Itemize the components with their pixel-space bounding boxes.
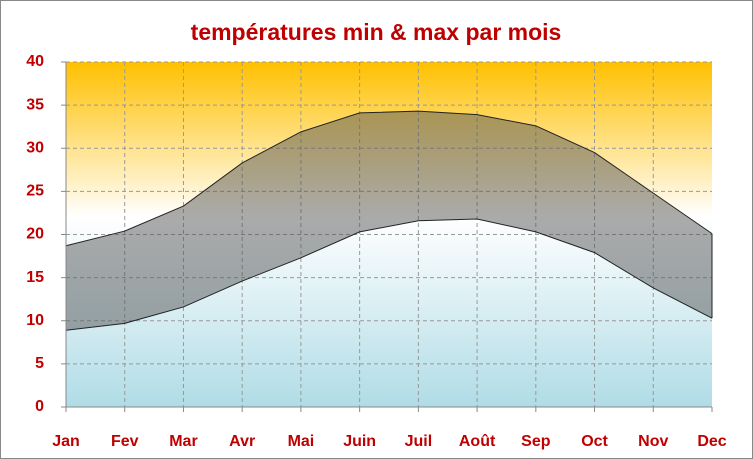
y-tick-label: 10 xyxy=(26,312,44,329)
x-tick-label: Nov xyxy=(638,433,668,450)
x-tick-label: Juil xyxy=(405,433,433,450)
x-tick-label: Oct xyxy=(581,433,608,450)
y-tick-label: 35 xyxy=(26,96,44,113)
x-tick-label: Avr xyxy=(229,433,255,450)
x-tick-label: Juin xyxy=(343,433,376,450)
x-tick-label: Mai xyxy=(288,433,315,450)
y-tick-label: 5 xyxy=(35,355,44,372)
x-tick-label: Août xyxy=(459,433,496,450)
chart-title: températures min & max par mois xyxy=(191,19,562,45)
y-tick-label: 40 xyxy=(26,53,44,70)
y-tick-label: 30 xyxy=(26,139,44,156)
y-tick-label: 0 xyxy=(35,398,44,415)
y-tick-label: 25 xyxy=(26,183,44,200)
series-line xyxy=(65,218,713,331)
y-tick-label: 20 xyxy=(26,226,44,243)
x-tick-label: Sep xyxy=(521,433,551,450)
y-tick-label: 15 xyxy=(26,269,44,286)
x-tick-label: Fev xyxy=(111,433,139,450)
x-tick-label: Jan xyxy=(52,433,80,450)
range-band xyxy=(66,111,712,331)
x-tick-label: Mar xyxy=(169,433,197,450)
series-line xyxy=(65,110,713,247)
x-tick-label: Dec xyxy=(697,433,726,450)
